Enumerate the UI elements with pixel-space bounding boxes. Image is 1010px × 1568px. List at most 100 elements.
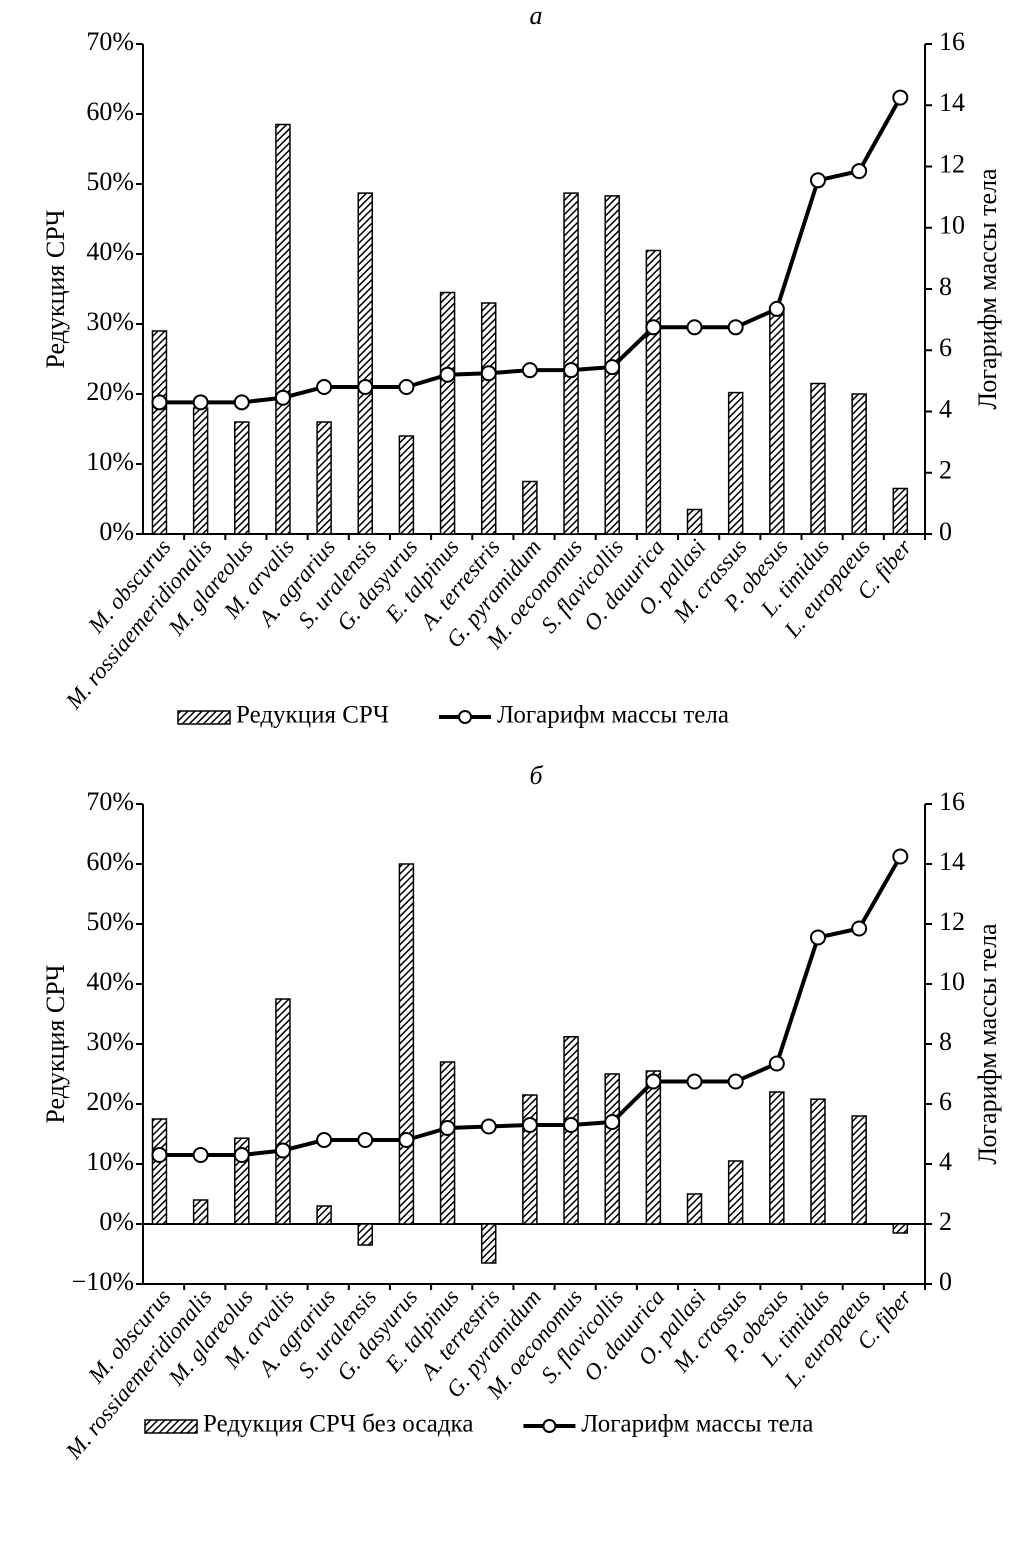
line-point bbox=[439, 1120, 456, 1136]
line-point bbox=[645, 1073, 662, 1090]
line-point bbox=[892, 89, 909, 106]
y2-tick-label: 10 bbox=[939, 211, 965, 240]
y-tick-label: 30% bbox=[86, 307, 134, 336]
line-point bbox=[192, 1147, 209, 1163]
bar bbox=[357, 192, 374, 535]
line-point bbox=[727, 1073, 744, 1090]
bar bbox=[686, 508, 703, 535]
bar bbox=[151, 1118, 168, 1225]
line-point bbox=[274, 1142, 291, 1159]
line-point bbox=[439, 366, 456, 383]
y-tick-label: 70% bbox=[86, 787, 134, 816]
line-point bbox=[851, 920, 868, 937]
bar bbox=[851, 393, 867, 535]
y2-tick-label: 8 bbox=[939, 272, 952, 301]
line-point bbox=[274, 389, 291, 406]
line-point bbox=[357, 379, 374, 395]
bar bbox=[522, 480, 538, 535]
bar bbox=[275, 123, 291, 535]
y2-tick-label: 4 bbox=[939, 1147, 952, 1176]
line-point bbox=[192, 394, 209, 411]
legend-swatch bbox=[144, 1419, 198, 1434]
y2-tick-label: 12 bbox=[939, 907, 965, 936]
legend-swatch bbox=[177, 710, 231, 725]
legend-swatch-marker bbox=[542, 1419, 557, 1433]
bar bbox=[645, 1070, 662, 1225]
y2-tick-label: 12 bbox=[939, 149, 965, 178]
bar bbox=[480, 1223, 497, 1264]
bar bbox=[151, 330, 168, 535]
line-point bbox=[892, 848, 909, 865]
y-tick-label: 10% bbox=[86, 447, 134, 476]
line-point bbox=[645, 319, 662, 336]
y2-tick-label: 2 bbox=[939, 456, 952, 485]
line-point bbox=[521, 362, 538, 379]
line-point bbox=[604, 359, 621, 376]
line-point bbox=[151, 394, 168, 411]
line-point bbox=[233, 1147, 250, 1163]
y2-tick-label: 6 bbox=[939, 1087, 952, 1116]
y-tick-label: 20% bbox=[86, 1087, 134, 1116]
line-point bbox=[480, 1118, 497, 1135]
bar bbox=[192, 407, 209, 535]
y-axis-title: Редукция СРЧ bbox=[41, 209, 70, 368]
bar bbox=[234, 421, 250, 535]
bar bbox=[398, 435, 415, 535]
line-point bbox=[233, 394, 250, 411]
line-point bbox=[563, 362, 580, 379]
y2-tick-label: 2 bbox=[939, 1207, 952, 1236]
y2-tick-label: 16 bbox=[939, 27, 965, 56]
legend-label: Редукция СРЧ без осадка bbox=[203, 1411, 473, 1438]
bar bbox=[686, 1193, 703, 1225]
y2-tick-label: 4 bbox=[939, 394, 952, 423]
legend-label: Логарифм массы тела bbox=[497, 702, 729, 729]
chart-title: б bbox=[529, 761, 543, 790]
line-point bbox=[521, 1117, 538, 1133]
legend-swatch-marker bbox=[458, 710, 473, 724]
bar bbox=[769, 309, 785, 535]
bar bbox=[892, 1223, 909, 1234]
bar bbox=[522, 1094, 538, 1225]
y-tick-label: 50% bbox=[86, 167, 134, 196]
y-tick-label: 30% bbox=[86, 1027, 134, 1056]
y2-tick-label: 14 bbox=[939, 88, 965, 117]
line-point bbox=[151, 1147, 168, 1163]
line-point bbox=[398, 1132, 415, 1148]
bar bbox=[357, 1223, 374, 1246]
line-point bbox=[851, 163, 868, 180]
y-tick-label: 10% bbox=[86, 1147, 134, 1176]
y-tick-label: 0% bbox=[99, 1207, 134, 1236]
y-tick-label: 40% bbox=[86, 237, 134, 266]
line-series bbox=[159, 96, 903, 405]
line-point bbox=[316, 379, 333, 395]
bar bbox=[810, 1098, 826, 1225]
bar bbox=[810, 382, 826, 535]
line-point bbox=[316, 1132, 333, 1148]
legend-label: Логарифм массы тела bbox=[581, 1411, 813, 1438]
bar bbox=[851, 1115, 867, 1225]
bar bbox=[316, 421, 332, 535]
y-tick-label: 50% bbox=[86, 907, 134, 936]
bar bbox=[645, 249, 662, 535]
bar bbox=[727, 1160, 744, 1225]
chart-title: а bbox=[530, 1, 543, 30]
y-tick-label: 40% bbox=[86, 967, 134, 996]
line-point bbox=[768, 1055, 785, 1072]
bar bbox=[604, 1073, 620, 1225]
bar bbox=[892, 487, 909, 535]
y2-tick-label: 10 bbox=[939, 967, 965, 996]
y2-axis-title: Логарифм массы тела bbox=[973, 923, 1002, 1165]
y-tick-label: 70% bbox=[86, 27, 134, 56]
bar bbox=[439, 1061, 456, 1225]
bar bbox=[316, 1205, 332, 1225]
line-point bbox=[686, 1073, 703, 1090]
y-tick-label: −10% bbox=[72, 1267, 134, 1296]
line-point bbox=[480, 365, 497, 382]
line-point bbox=[563, 1117, 580, 1133]
line-point bbox=[604, 1114, 621, 1130]
y2-tick-label: 14 bbox=[939, 847, 965, 876]
y2-tick-label: 6 bbox=[939, 333, 952, 362]
y-tick-label: 60% bbox=[86, 97, 134, 126]
